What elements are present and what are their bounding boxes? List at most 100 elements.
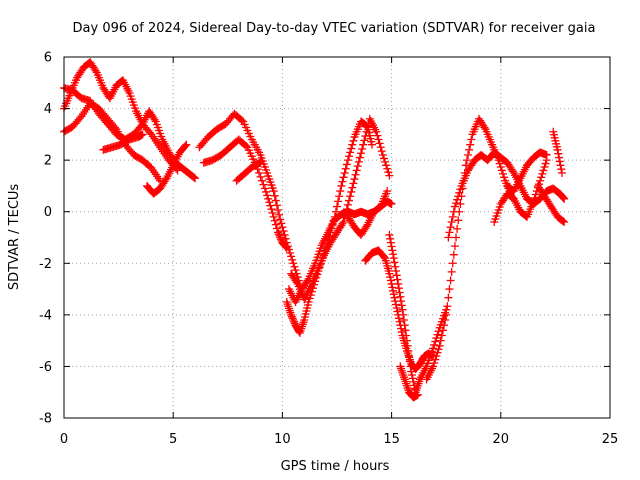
data-point [290,262,299,271]
data-point [435,341,444,350]
data-point [395,317,404,326]
data-point [397,324,406,333]
data-point [138,130,147,139]
data-point [350,175,359,184]
data-point [389,254,398,263]
data-point [383,187,392,196]
data-point [385,230,394,239]
data-point [386,238,395,247]
data-point [255,169,264,178]
data-point [387,242,396,251]
data-point [271,196,280,205]
data-point [287,252,296,261]
y-tick-label: 2 [44,154,52,169]
x-tick-label: 10 [274,432,291,447]
data-point [357,149,366,158]
y-tick-label: -6 [39,360,52,375]
data-point [443,302,452,311]
data-point [182,140,191,149]
data-point [498,169,507,178]
data-point [372,127,381,136]
y-axis-label: SDTVAR / TECUs [7,184,22,291]
data-point [389,290,398,299]
data-point [347,144,356,153]
data-point [375,139,384,148]
data-point [391,300,400,309]
data-point [449,250,458,259]
data-point [538,169,547,178]
data-point [500,173,509,182]
data-point [554,149,563,158]
data-point [433,348,442,357]
data-point [361,132,370,141]
data-point [345,152,354,161]
data-point [448,212,457,221]
data-point [405,357,414,366]
data-point [383,164,392,173]
data-point [348,183,357,192]
data-point [398,305,407,314]
data-point [393,307,402,316]
data-point [446,276,455,285]
data-point [91,66,100,75]
data-point [558,193,567,202]
data-point [405,352,414,361]
data-point [542,150,551,159]
data-point [265,198,274,207]
data-point [351,170,360,179]
data-point [539,166,548,175]
data-point [338,177,347,186]
x-tick-label: 15 [383,432,400,447]
data-point [432,352,441,361]
data-point [429,362,438,371]
data-point [189,173,198,182]
data-point [286,248,295,257]
data-point [335,192,344,201]
data-point [453,224,462,233]
data-point [279,227,288,236]
data-point [349,179,358,188]
data-point [437,331,446,340]
data-point [433,330,442,339]
data-point [456,185,465,194]
data-point [462,156,471,165]
data-point [454,192,463,201]
data-point [379,154,388,163]
data-point [340,169,349,178]
data-point [402,336,411,345]
x-tick-label: 0 [60,432,68,447]
data-point [559,217,568,226]
data-point [280,230,289,239]
data-point [333,202,341,211]
data-point [480,123,489,132]
data-point [495,159,504,168]
axis-ticks [63,56,611,419]
data-point [432,334,441,343]
data-point [260,184,269,193]
data-point [389,250,398,259]
data-point [394,279,403,288]
data-point [362,127,371,136]
data-point [537,173,546,182]
data-point [269,187,278,196]
data-point [304,297,313,306]
data-point [331,207,340,216]
data-point [342,205,351,214]
data-point [448,259,457,268]
data-point [386,234,395,243]
data-point [440,321,449,330]
data-point [259,180,268,189]
data-point [399,310,408,319]
data-point [497,166,506,175]
data-point [442,310,451,319]
data-point [264,194,273,203]
data-point [381,157,390,166]
data-point [378,150,387,159]
data-point [391,267,400,276]
data-point [379,252,388,261]
data-point [447,218,456,227]
data-point [406,362,415,371]
data-point [444,293,453,302]
data-point [270,191,279,200]
